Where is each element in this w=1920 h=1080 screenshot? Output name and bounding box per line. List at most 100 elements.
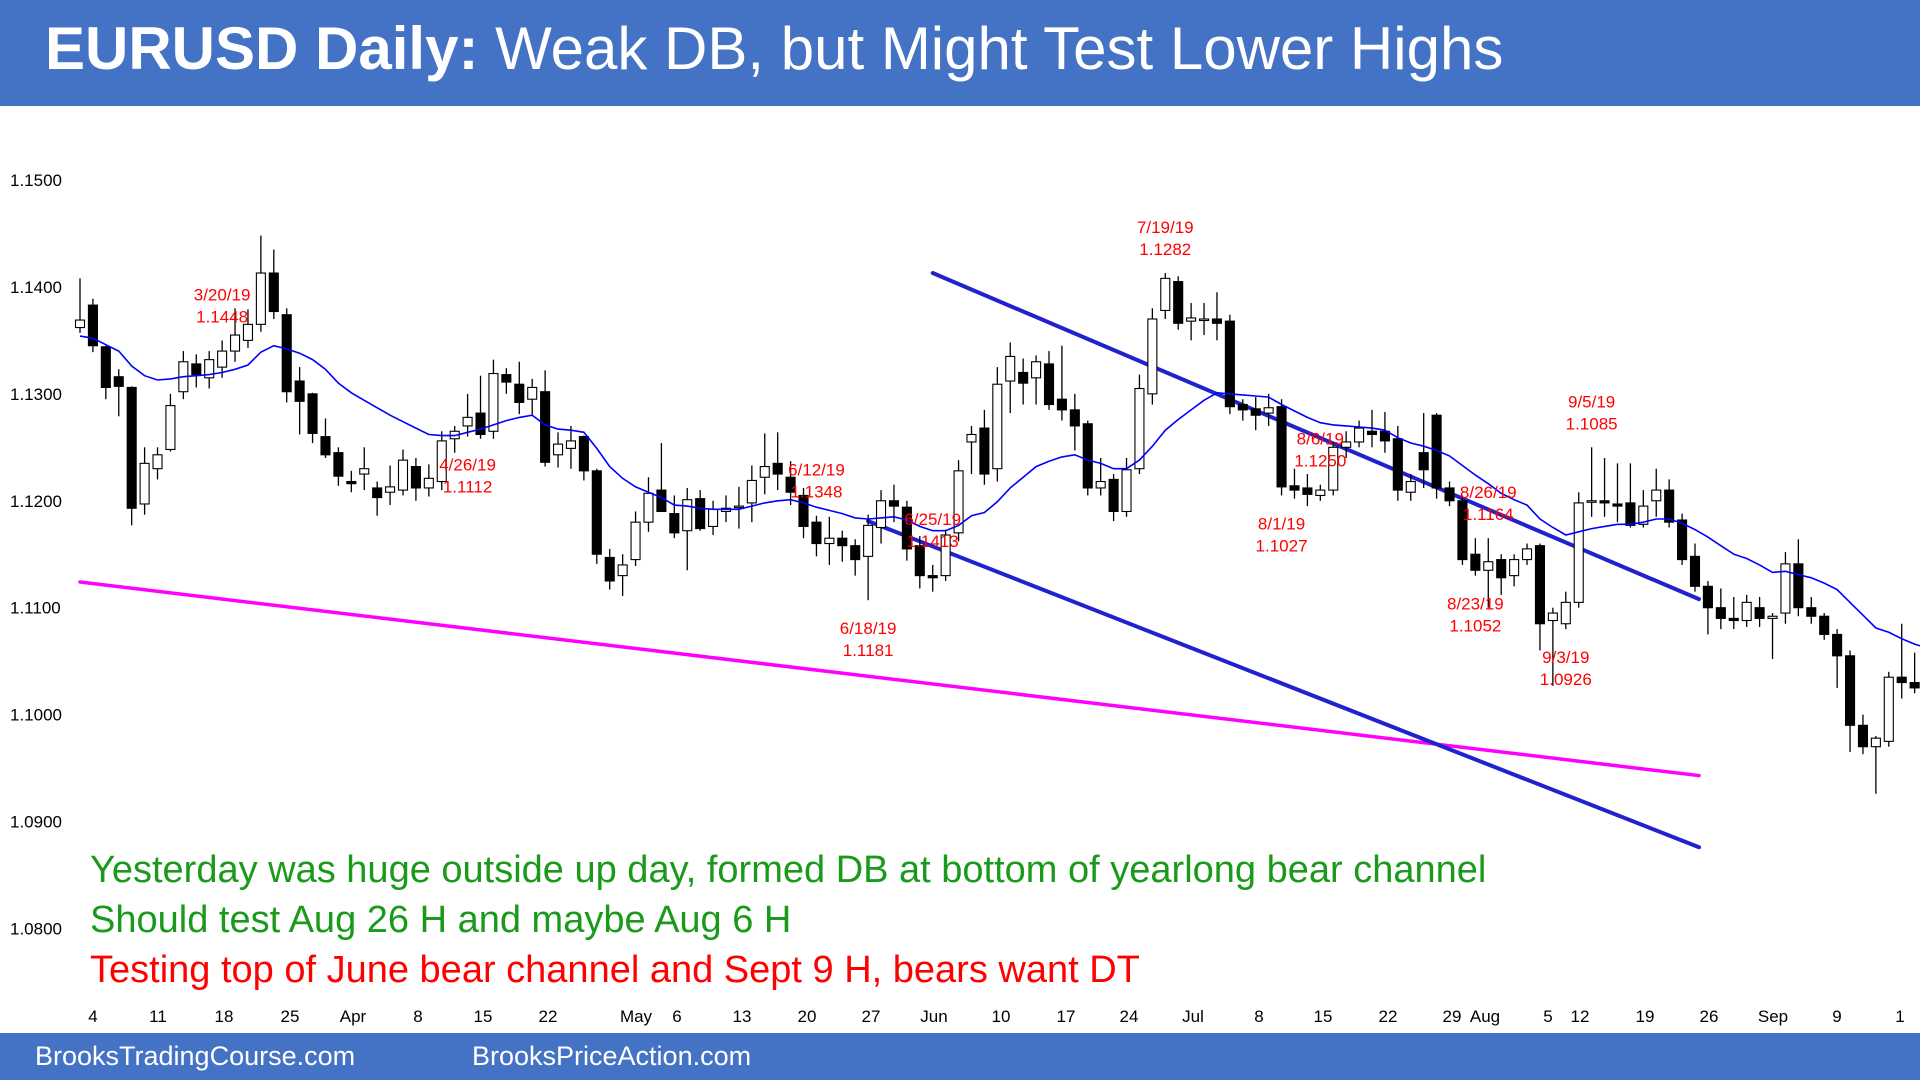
x-tick-label: Apr <box>340 1007 367 1026</box>
bear-candle-body <box>268 272 279 313</box>
bear-candle-body <box>1302 487 1313 495</box>
bear-candle-body <box>1857 724 1869 748</box>
y-tick-label: 1.1200 <box>10 492 62 511</box>
bull-candle-body <box>630 521 641 561</box>
candle <box>1069 393 1080 451</box>
bear-candle-body <box>1276 406 1287 488</box>
swing-annotation-price: 1.1282 <box>1139 240 1191 259</box>
candle <box>165 393 176 452</box>
bear-candle-body <box>475 412 486 436</box>
candle <box>514 361 525 415</box>
bull-candle-body <box>746 479 757 504</box>
candle <box>1780 552 1791 624</box>
bull-candle-body <box>1263 407 1274 414</box>
ema20-line <box>79 335 1920 647</box>
swing-annotation-date: 8/23/19 <box>1447 595 1504 614</box>
bear-candle-body <box>294 380 305 402</box>
note-line-2: Should test Aug 26 H and maybe Aug 6 H <box>90 899 792 941</box>
candle <box>591 468 602 564</box>
candle <box>242 309 254 348</box>
candle <box>1715 588 1726 630</box>
y-tick-label: 1.0800 <box>10 919 62 938</box>
swing-annotation-date: 7/19/19 <box>1137 218 1194 237</box>
swing-annotation-price: 1.1112 <box>443 478 492 497</box>
footer-link-brookspriceaction[interactable]: BrooksPriceAction.com <box>472 1041 752 1071</box>
candle <box>578 435 589 481</box>
candle <box>1263 393 1274 426</box>
candle <box>927 564 938 592</box>
x-tick-label: 18 <box>215 1007 234 1026</box>
candle <box>772 432 783 491</box>
swing-annotation-date: 8/6/19 <box>1297 430 1344 449</box>
bear-candle-body <box>346 480 357 485</box>
candle <box>1870 736 1881 794</box>
bull-candle-body <box>462 416 473 427</box>
swing-annotation-date: 6/12/19 <box>788 461 845 480</box>
bull-candle-body <box>165 405 176 451</box>
candle <box>1560 591 1571 630</box>
bear-candle-body <box>372 487 383 499</box>
candle <box>643 477 654 532</box>
bull-candle-body <box>1405 480 1416 493</box>
y-tick-label: 1.1300 <box>10 385 62 404</box>
bull-candle-body <box>1198 318 1210 322</box>
candle <box>1896 623 1907 699</box>
bear-candle-body <box>669 513 680 534</box>
candle <box>410 458 421 501</box>
candle <box>1276 399 1287 496</box>
candle <box>268 249 279 320</box>
bull-candle-body <box>1521 548 1533 561</box>
candle <box>695 490 706 531</box>
candle <box>630 511 641 566</box>
y-tick-label: 1.1100 <box>10 599 61 618</box>
swing-annotation-price: 1.1052 <box>1449 617 1501 636</box>
bear-candle-body <box>307 393 318 434</box>
candle <box>1857 714 1869 755</box>
candle <box>307 392 318 444</box>
bear-candle-body <box>837 537 848 547</box>
bear-candle-body <box>591 470 602 555</box>
candle <box>914 536 925 589</box>
candle <box>1677 513 1688 565</box>
candle <box>1832 629 1843 688</box>
bear-candle-body <box>927 575 938 579</box>
footer-link-brookstradingcourse[interactable]: BrooksTradingCourse.com <box>35 1041 356 1071</box>
candle <box>1883 671 1894 747</box>
bear-candle-body <box>320 436 331 456</box>
x-tick-label: 15 <box>474 1007 493 1026</box>
bull-candle-body <box>875 500 887 529</box>
bear-candle-body <box>1819 615 1830 635</box>
candle <box>1211 292 1223 341</box>
x-tick-label: 11 <box>149 1007 167 1026</box>
candle <box>294 367 305 435</box>
candle <box>1767 613 1778 660</box>
candle <box>1315 484 1326 501</box>
bear-candle-body <box>578 436 589 472</box>
candle <box>359 447 370 491</box>
candle <box>604 548 615 590</box>
bull-candle-body <box>152 454 163 470</box>
x-tick-label: 22 <box>1379 1007 1398 1026</box>
swing-annotation-date: 9/3/19 <box>1542 648 1589 667</box>
bull-candle-body <box>953 470 964 534</box>
candle <box>1134 374 1145 475</box>
x-tick-label: 8 <box>413 1007 422 1026</box>
candle <box>1056 345 1067 421</box>
candle <box>785 461 796 506</box>
bull-candle-body <box>74 319 86 329</box>
bear-candle-body <box>1018 371 1029 384</box>
bear-candle-body <box>1754 607 1765 619</box>
candle <box>1354 420 1365 448</box>
y-tick-label: 1.1400 <box>10 278 62 297</box>
bear-candle-body <box>888 500 900 507</box>
candle <box>953 460 964 542</box>
y-tick-label: 1.1000 <box>10 706 62 725</box>
candle <box>1702 580 1713 635</box>
candle <box>1806 597 1817 624</box>
candle <box>824 516 835 565</box>
bull-candle-body <box>759 466 770 478</box>
candle <box>385 465 396 506</box>
bear-candle-body <box>1728 617 1739 622</box>
candlestick-chart: 1.1500 1.1400 1.1300 1.1200 1.1100 1.1000 1.09… <box>10 171 1920 1026</box>
bear-candle-body <box>914 545 925 577</box>
